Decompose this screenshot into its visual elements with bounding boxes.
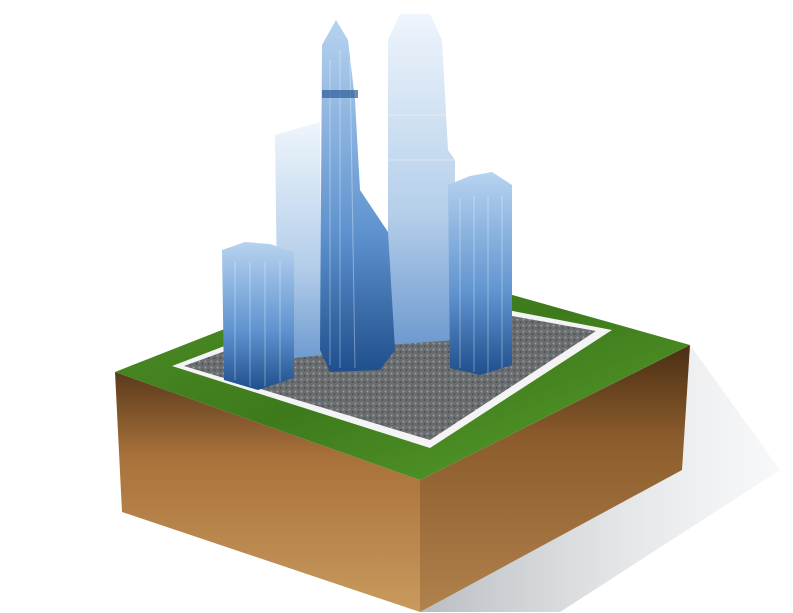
ground-shadow	[420, 345, 780, 612]
tower-band	[322, 90, 358, 98]
window-lines	[234, 50, 503, 386]
right-tower	[448, 172, 512, 375]
blue-spire-tower	[320, 20, 395, 372]
left-tower	[222, 242, 294, 390]
soil-front-right	[420, 345, 690, 612]
buildings	[222, 14, 512, 390]
soil-front-left	[115, 372, 420, 612]
tall-white-tower	[388, 14, 455, 345]
